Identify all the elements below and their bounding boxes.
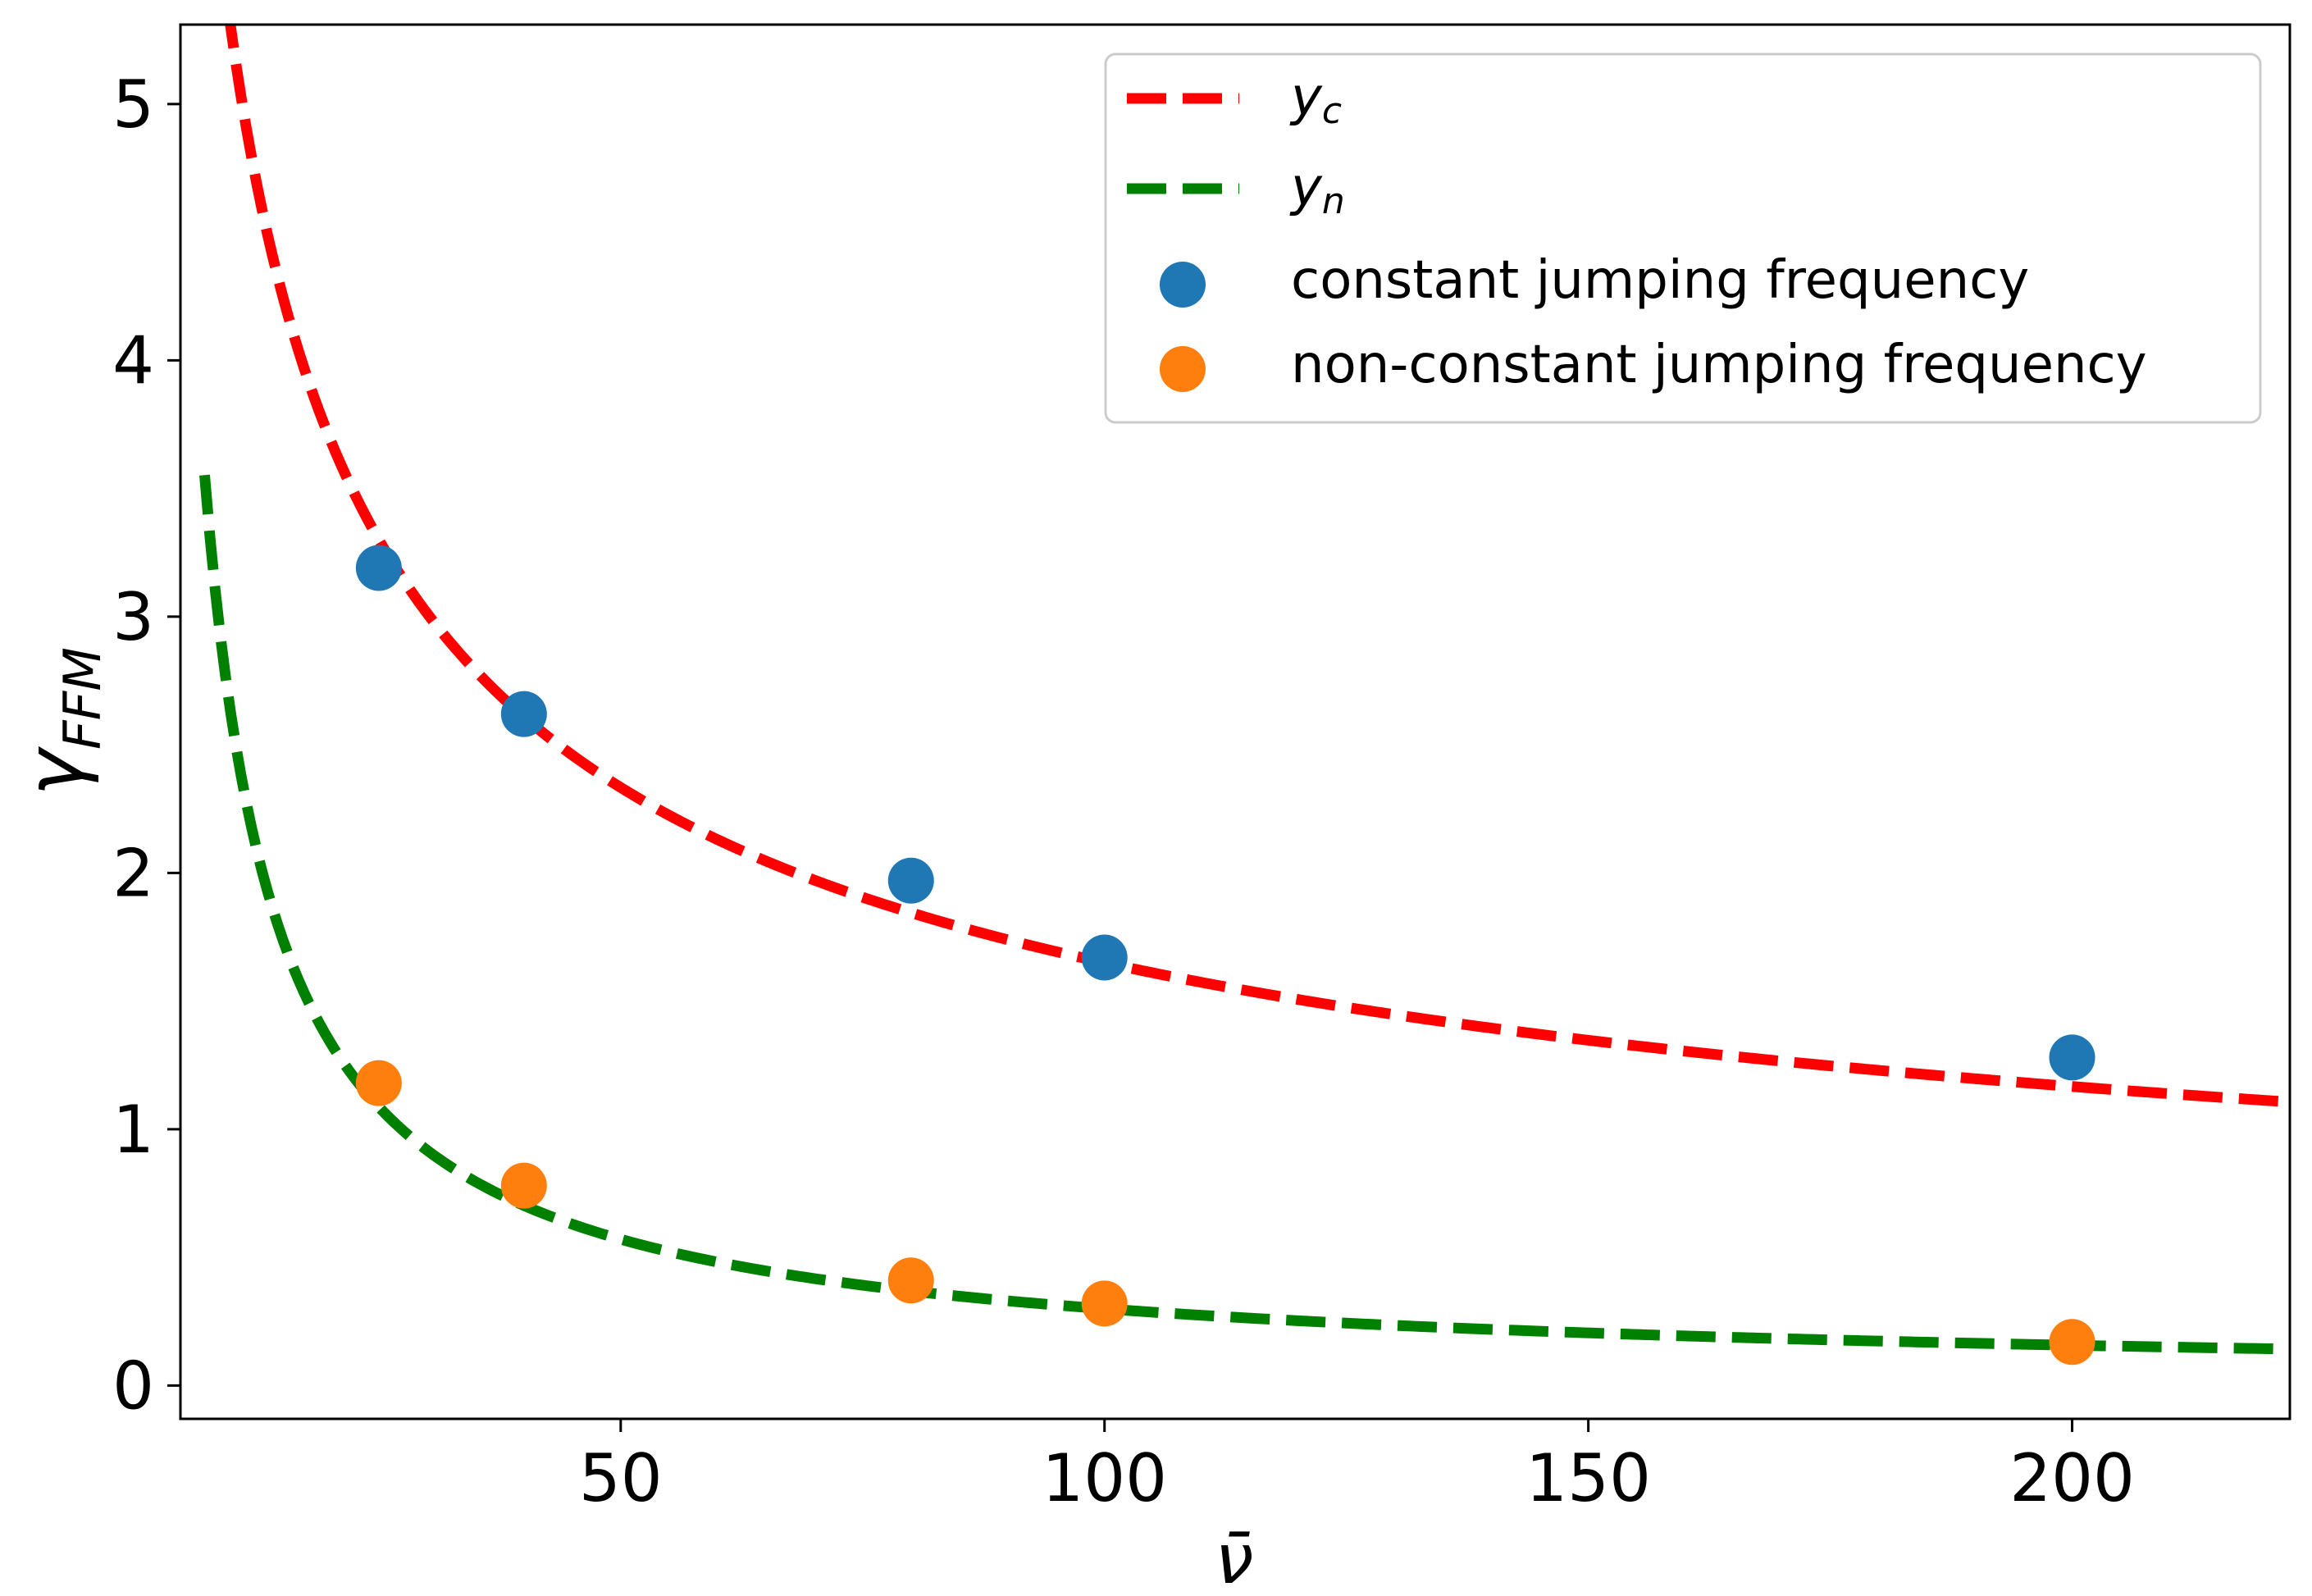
x-tick-label-50: 50 <box>579 1440 663 1516</box>
legend-box <box>1104 52 2262 424</box>
plot-area-frame <box>179 23 2291 1420</box>
point-non-constant-200 <box>2049 1319 2095 1366</box>
legend-label-y-n-main: y <box>1289 157 1323 218</box>
y-axis-label: γFFM <box>9 647 112 796</box>
legend-label-non-constant: non-constant jumping frequency <box>1291 335 2147 395</box>
y-axis-ticks: 0 1 2 3 4 5 <box>112 66 180 1424</box>
y-tick-label-2: 2 <box>112 835 154 911</box>
legend-label-y-c-sub: c <box>1322 90 1342 132</box>
x-tick-label-150: 150 <box>1525 1440 1651 1516</box>
point-non-constant-80 <box>887 1257 934 1304</box>
point-constant-200 <box>2049 1034 2095 1081</box>
point-non-constant-100 <box>1081 1280 1128 1327</box>
curve-y-c <box>225 25 2290 1108</box>
x-axis-label: ν̄ <box>1215 1519 1254 1596</box>
y-tick-label-3: 3 <box>112 579 154 655</box>
x-axis-label-text: ν̄ <box>1215 1519 1254 1596</box>
x-tick-label-200: 200 <box>2009 1440 2135 1516</box>
legend-label-y-c-main: y <box>1289 67 1323 128</box>
legend-marker-non-constant <box>1160 346 1206 392</box>
point-non-constant-40 <box>500 1162 547 1209</box>
x-axis-ticks: 50 100 150 200 <box>579 1419 2135 1516</box>
point-constant-80 <box>887 857 934 904</box>
fit-curves <box>199 25 2290 1355</box>
point-constant-40 <box>500 691 547 737</box>
point-non-constant-25 <box>355 1060 402 1106</box>
legend-label-constant: constant jumping frequency <box>1291 250 2029 311</box>
legend: yc yn constant jumping frequency non-con… <box>1104 52 2262 424</box>
y-tick-label-4: 4 <box>112 322 154 399</box>
legend-label-y-n: yn <box>1289 157 1345 222</box>
legend-marker-constant <box>1160 262 1206 308</box>
point-constant-25 <box>355 545 402 591</box>
legend-label-y-n-sub: n <box>1322 180 1345 222</box>
x-tick-label-100: 100 <box>1042 1440 1167 1516</box>
y-tick-label-0: 0 <box>112 1347 154 1424</box>
data-points <box>355 545 2095 1366</box>
y-axis-label-text: γFFM <box>9 647 112 796</box>
curve-y-n <box>199 474 2290 1355</box>
point-constant-100 <box>1081 934 1128 981</box>
y-tick-label-1: 1 <box>112 1092 154 1168</box>
y-tick-label-5: 5 <box>112 66 154 143</box>
legend-label-y-c: yc <box>1289 67 1342 132</box>
